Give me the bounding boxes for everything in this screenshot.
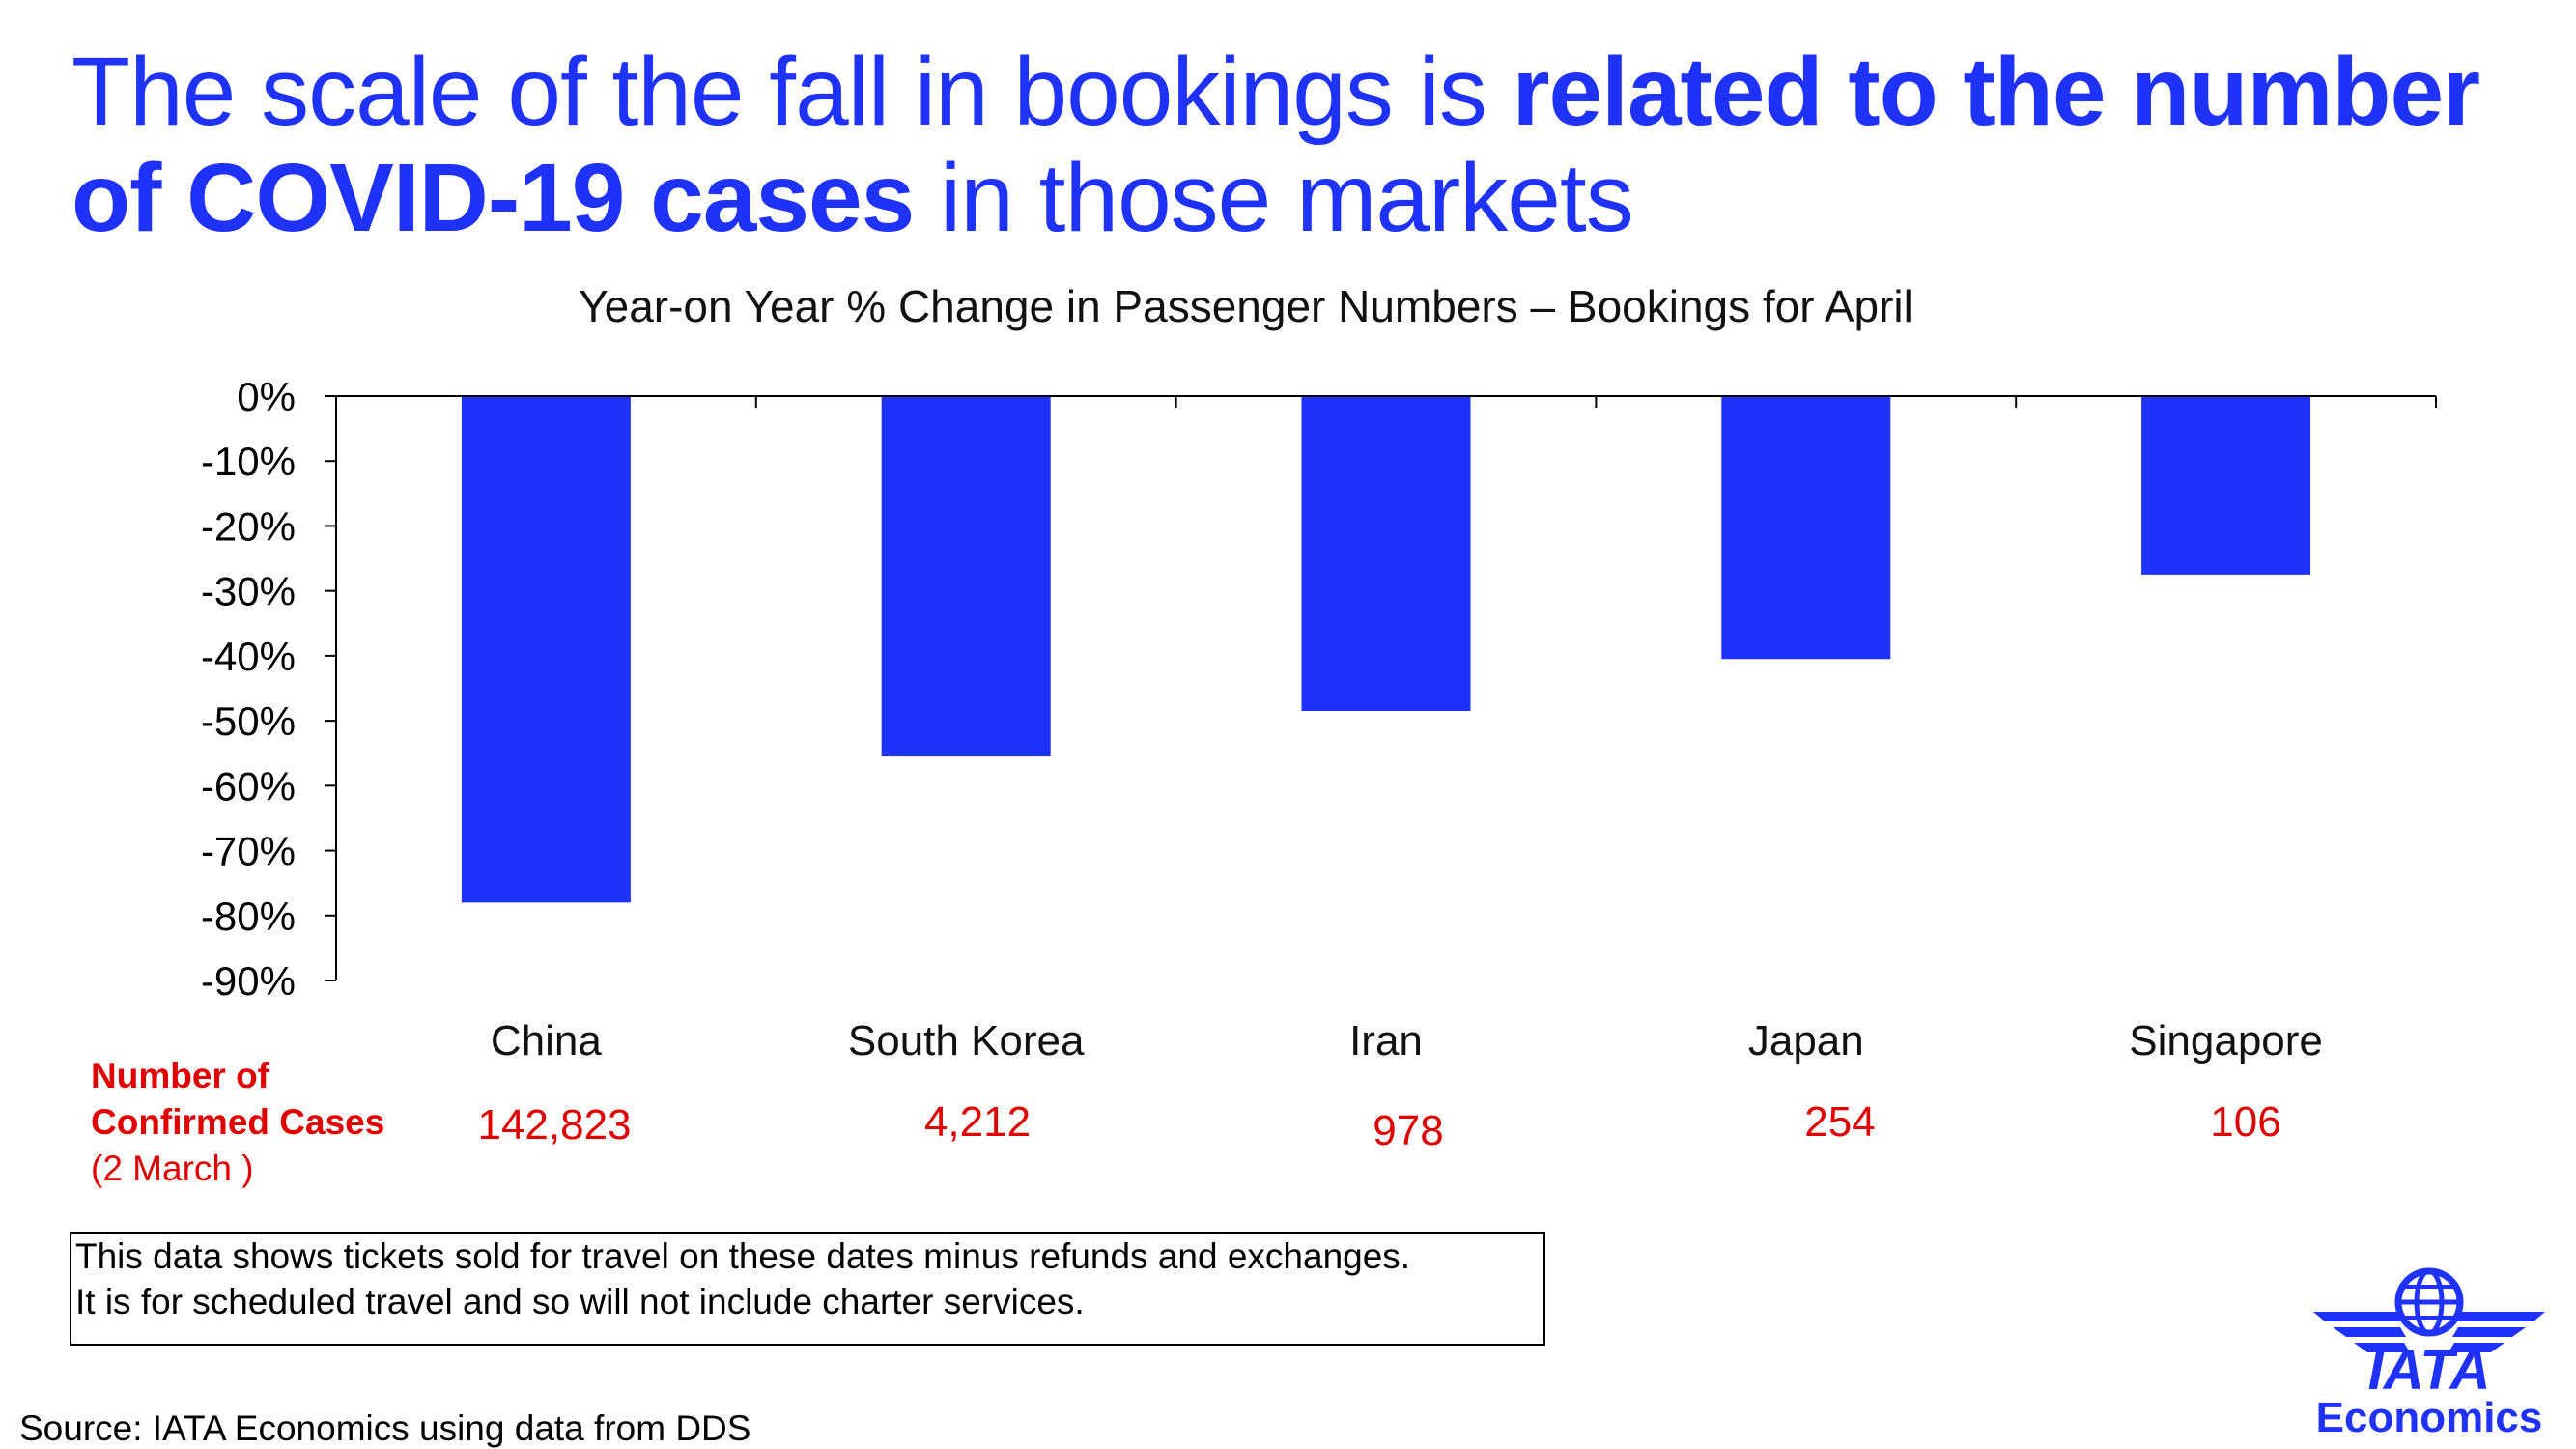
y-tick-label: -40% [201,634,296,679]
title-part-3: in those markets [914,144,1634,252]
cases-label-line-1: Number of [91,1056,269,1095]
y-tick-label: -60% [201,763,296,809]
source-note: Source: IATA Economics using data from D… [19,1408,751,1448]
cases-value-china: 142,823 [477,1101,632,1149]
title-part-2: related to the number of COVID-19 cases [71,38,2480,252]
logo-name: IATA [2367,1339,2491,1402]
cases-value-singapore: 106 [2210,1098,2281,1146]
cases-value-iran: 978 [1373,1107,1444,1154]
bar-south-korea [881,396,1051,757]
data-note-box: This data shows tickets sold for travel … [70,1232,1545,1346]
page-title: The scale of the fall in bookings is rel… [71,39,2544,251]
y-tick-label: -90% [201,958,296,1004]
cases-label-line-2: Confirmed Cases [91,1102,385,1142]
bar-iran [1301,396,1471,712]
title-part-1: The scale of the fall in bookings is [71,38,1513,146]
cases-label-line-3: (2 March ) [91,1149,254,1188]
bar-japan [1721,396,1891,660]
x-tick-label: Iran [1349,1017,1423,1065]
y-tick-label: 0% [237,374,296,419]
cases-value-japan: 254 [1804,1098,1876,1146]
y-tick-label: -10% [201,439,296,484]
bar-china [461,396,631,903]
x-tick-label: China [491,1017,602,1065]
y-tick-label: -70% [201,829,296,874]
x-tick-label: South Korea [848,1017,1085,1065]
note-line-1: This data shows tickets sold for travel … [75,1236,1411,1276]
confirmed-cases-label: Number of Confirmed Cases (2 March ) [91,1053,384,1192]
chart-title: Year-on Year % Change in Passenger Numbe… [579,281,1913,331]
note-line-2: It is for scheduled travel and so will n… [75,1282,1085,1321]
y-tick-label: -30% [201,569,296,614]
bar-singapore [2141,396,2311,575]
x-tick-label: Japan [1748,1017,1864,1065]
y-tick-label: -80% [201,894,296,939]
logo-subtitle: Economics [2315,1394,2543,1441]
iata-globe-wings-icon [2313,1267,2545,1352]
cases-value-south-korea: 4,212 [923,1098,1032,1146]
y-tick-label: -50% [201,698,296,744]
y-tick-label: -20% [201,503,296,549]
x-tick-label: Singapore [2129,1017,2323,1065]
